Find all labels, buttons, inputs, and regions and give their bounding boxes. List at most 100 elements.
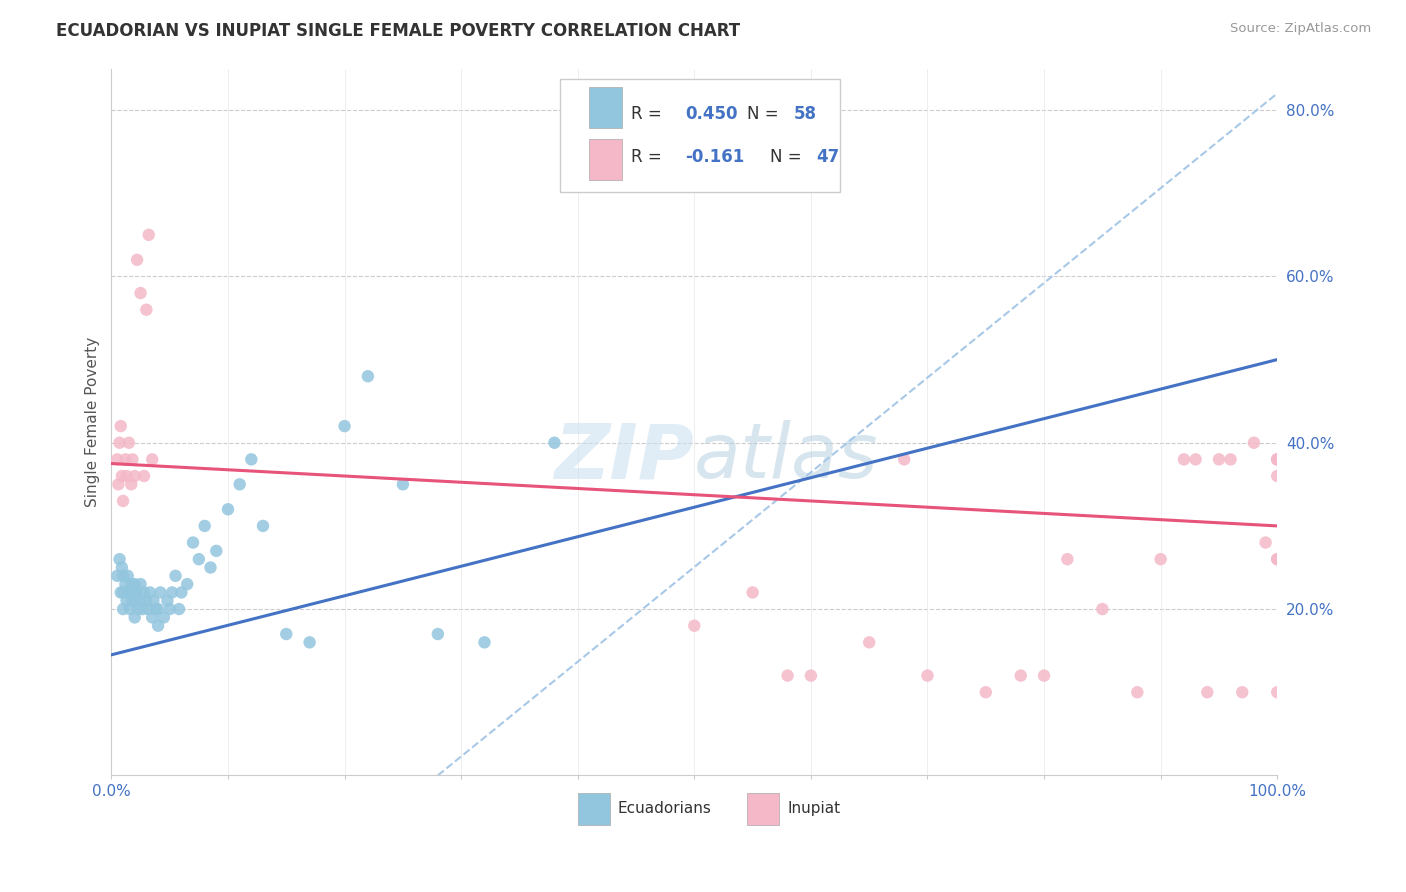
Point <box>112 585 135 599</box>
Point <box>1010 668 1032 682</box>
Text: R =: R = <box>631 148 668 167</box>
Point <box>1033 668 1056 682</box>
Point <box>110 585 132 599</box>
Point <box>105 452 128 467</box>
Text: -0.161: -0.161 <box>685 148 744 167</box>
Point <box>200 560 222 574</box>
Point <box>120 577 142 591</box>
Point <box>167 602 190 616</box>
Point <box>974 685 997 699</box>
Point <box>1056 552 1078 566</box>
Point <box>120 602 142 616</box>
Y-axis label: Single Female Poverty: Single Female Poverty <box>86 337 100 507</box>
Text: N =: N = <box>770 148 807 167</box>
Point <box>111 469 134 483</box>
Point <box>112 494 135 508</box>
Point <box>139 585 162 599</box>
FancyBboxPatch shape <box>747 793 779 825</box>
Point <box>1197 685 1219 699</box>
Point <box>127 602 149 616</box>
Point <box>741 585 763 599</box>
Point <box>141 610 163 624</box>
Point <box>153 610 176 624</box>
Point <box>121 593 143 607</box>
Point <box>1243 435 1265 450</box>
FancyBboxPatch shape <box>589 87 621 128</box>
Point <box>138 602 160 616</box>
Point <box>683 618 706 632</box>
Point <box>1173 452 1195 467</box>
Point <box>159 602 181 616</box>
Point <box>129 593 152 607</box>
Point <box>165 569 187 583</box>
Text: Source: ZipAtlas.com: Source: ZipAtlas.com <box>1230 22 1371 36</box>
Point <box>893 452 915 467</box>
Point <box>114 577 136 591</box>
Point <box>121 452 143 467</box>
Point <box>298 635 321 649</box>
Point <box>115 593 138 607</box>
Point <box>120 477 142 491</box>
Point <box>1254 535 1277 549</box>
Text: N =: N = <box>747 105 783 123</box>
Point <box>1232 685 1254 699</box>
Point <box>181 535 204 549</box>
Point <box>145 602 167 616</box>
Text: Inupiat: Inupiat <box>787 802 841 816</box>
Point <box>800 668 823 682</box>
Point <box>776 668 799 682</box>
Point <box>132 602 155 616</box>
Point <box>124 577 146 591</box>
Point <box>129 577 152 591</box>
Point <box>132 585 155 599</box>
Point <box>1265 452 1288 467</box>
Point <box>135 302 157 317</box>
Point <box>124 593 146 607</box>
Text: Ecuadorians: Ecuadorians <box>617 802 711 816</box>
Point <box>138 227 160 242</box>
Point <box>217 502 239 516</box>
Point <box>111 560 134 574</box>
FancyBboxPatch shape <box>560 79 839 192</box>
Point <box>141 452 163 467</box>
Point <box>1265 469 1288 483</box>
Point <box>1149 552 1171 566</box>
Point <box>187 552 209 566</box>
FancyBboxPatch shape <box>589 139 621 180</box>
Point <box>107 477 129 491</box>
Point <box>112 602 135 616</box>
Point <box>118 585 141 599</box>
Point <box>125 585 148 599</box>
Point <box>858 635 880 649</box>
Text: atlas: atlas <box>695 420 879 494</box>
Point <box>146 602 169 616</box>
Point <box>194 519 217 533</box>
Point <box>357 369 380 384</box>
Point <box>142 593 165 607</box>
Point <box>115 469 138 483</box>
Point <box>149 585 172 599</box>
Point <box>1091 602 1114 616</box>
Point <box>105 569 128 583</box>
Point <box>129 286 152 301</box>
Point <box>228 477 250 491</box>
Point <box>132 469 155 483</box>
Point <box>276 627 298 641</box>
Point <box>392 477 415 491</box>
Point <box>1126 685 1149 699</box>
Text: 58: 58 <box>793 105 817 123</box>
Point <box>1265 552 1288 566</box>
Point <box>1265 552 1288 566</box>
Point <box>110 419 132 434</box>
Text: R =: R = <box>631 105 668 123</box>
Point <box>1219 452 1241 467</box>
Point <box>117 569 139 583</box>
Point <box>1265 452 1288 467</box>
Text: 0.450: 0.450 <box>685 105 738 123</box>
Point <box>543 435 565 450</box>
Point <box>125 252 148 267</box>
Point <box>1184 452 1206 467</box>
Point <box>252 519 274 533</box>
Point <box>1265 452 1288 467</box>
Point <box>124 469 146 483</box>
